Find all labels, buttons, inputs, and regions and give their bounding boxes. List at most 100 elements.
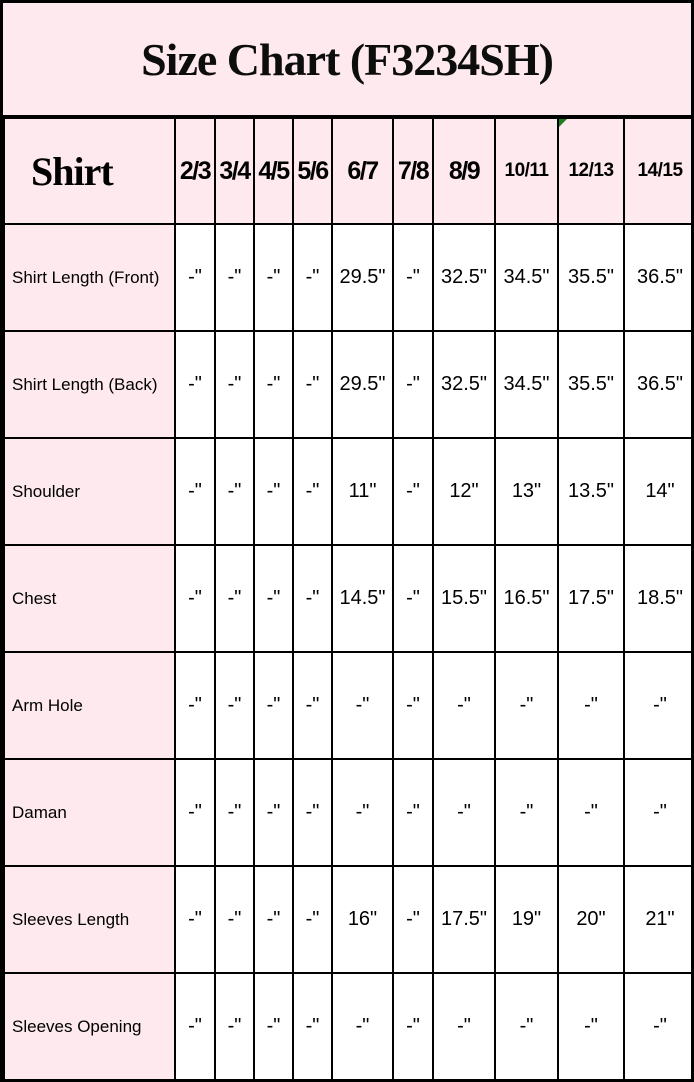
measurement-cell: -" (392, 330, 434, 439)
measurement-cell: -" (253, 651, 294, 760)
measurement-cell: -" (392, 223, 434, 332)
row-label: Daman (3, 758, 176, 867)
measurement-cell: -" (292, 651, 333, 760)
size-header-row: Shirt 2/3 3/4 4/5 5/6 6/7 7/8 8/9 10/11 12/13 14/… (3, 117, 691, 225)
measurement-cell: -" (331, 651, 394, 760)
table-row: Shoulder -" -" -" -" 11" -" 12" 13" 13.5" 14" (3, 437, 691, 546)
measurement-cell: 34.5" (494, 330, 559, 439)
table-row: Sleeves Opening -" -" -" -" -" -" -" -" -" -" (3, 972, 691, 1079)
measurement-cell: 17.5" (432, 865, 496, 974)
measurement-cell: -" (331, 972, 394, 1079)
measurement-cell: -" (292, 437, 333, 546)
measurement-cell: -" (292, 865, 333, 974)
corner-label: Shirt (3, 117, 176, 225)
measurement-cell: 29.5" (331, 330, 394, 439)
measurement-cell: 11" (331, 437, 394, 546)
measurement-cell: -" (174, 758, 216, 867)
measurement-cell: -" (432, 758, 496, 867)
measurement-cell: -" (331, 758, 394, 867)
table-row: Shirt Length (Front) -" -" -" -" 29.5" -" 32.5"… (3, 223, 691, 332)
measurement-cell: -" (432, 972, 496, 1079)
measurement-cell: -" (214, 330, 255, 439)
table-row: Chest -" -" -" -" 14.5" -" 15.5" 16.5" 17.5" 18.5" (3, 544, 691, 653)
row-label: Shoulder (3, 437, 176, 546)
measurement-cell: -" (557, 651, 625, 760)
measurement-cell: 21" (623, 865, 691, 974)
measurement-cell: 18.5" (623, 544, 691, 653)
measurement-cell: 19" (494, 865, 559, 974)
measurement-cell: -" (392, 758, 434, 867)
row-label: Chest (3, 544, 176, 653)
measurement-cell: -" (292, 544, 333, 653)
size-header-14-15: 14/15 (623, 117, 691, 225)
size-chart-table: Shirt 2/3 3/4 4/5 5/6 6/7 7/8 8/9 10/11 12/13 14/… (3, 117, 691, 1079)
measurement-cell: -" (253, 223, 294, 332)
size-header-8-9: 8/9 (432, 117, 496, 225)
measurement-cell: 34.5" (494, 223, 559, 332)
measurement-cell: 32.5" (432, 223, 496, 332)
measurement-cell: -" (214, 651, 255, 760)
measurement-cell: -" (174, 865, 216, 974)
row-label: Sleeves Opening (3, 972, 176, 1079)
measurement-cell: -" (292, 758, 333, 867)
table-row: Shirt Length (Back) -" -" -" -" 29.5" -" 32.5" 3… (3, 330, 691, 439)
measurement-cell: -" (214, 758, 255, 867)
measurement-cell: -" (174, 437, 216, 546)
measurement-cell: -" (392, 437, 434, 546)
measurement-cell: -" (253, 544, 294, 653)
measurement-cell: -" (253, 865, 294, 974)
table-row: Daman -" -" -" -" -" -" -" -" -" -" (3, 758, 691, 867)
measurement-cell: -" (557, 972, 625, 1079)
measurement-cell: -" (557, 758, 625, 867)
measurement-cell: 13" (494, 437, 559, 546)
measurement-cell: -" (292, 223, 333, 332)
measurement-cell: -" (494, 758, 559, 867)
measurement-cell: -" (432, 651, 496, 760)
measurement-cell: -" (623, 651, 691, 760)
page-title: Size Chart (F3234SH) (141, 33, 554, 85)
measurement-cell: 36.5" (623, 223, 691, 332)
measurement-cell: -" (623, 972, 691, 1079)
size-header-10-11: 10/11 (494, 117, 559, 225)
row-label: Sleeves Length (3, 865, 176, 974)
measurement-cell: -" (392, 544, 434, 653)
measurement-cell: -" (174, 651, 216, 760)
measurement-cell: -" (392, 972, 434, 1079)
table-body: Shirt Length (Front) -" -" -" -" 29.5" -" 32.5"… (3, 223, 691, 1079)
measurement-cell: -" (253, 972, 294, 1079)
measurement-cell: 36.5" (623, 330, 691, 439)
size-header-7-8: 7/8 (392, 117, 434, 225)
measurement-cell: 15.5" (432, 544, 496, 653)
measurement-cell: -" (392, 865, 434, 974)
measurement-cell: -" (623, 758, 691, 867)
measurement-cell: -" (494, 972, 559, 1079)
row-label: Shirt Length (Back) (3, 330, 176, 439)
measurement-cell: 12" (432, 437, 496, 546)
measurement-cell: 29.5" (331, 223, 394, 332)
size-header-5-6: 5/6 (292, 117, 333, 225)
measurement-cell: -" (174, 544, 216, 653)
measurement-cell: -" (214, 544, 255, 653)
measurement-cell: 14.5" (331, 544, 394, 653)
measurement-cell: -" (392, 651, 434, 760)
measurement-cell: 16.5" (494, 544, 559, 653)
row-label: Shirt Length (Front) (3, 223, 176, 332)
size-header-6-7: 6/7 (331, 117, 394, 225)
size-header-2-3: 2/3 (174, 117, 216, 225)
measurement-cell: -" (174, 330, 216, 439)
title-block: Size Chart (F3234SH) (3, 3, 691, 117)
measurement-cell: -" (214, 223, 255, 332)
measurement-cell: -" (214, 972, 255, 1079)
measurement-cell: 20" (557, 865, 625, 974)
table-row: Arm Hole -" -" -" -" -" -" -" -" -" -" (3, 651, 691, 760)
table-row: Sleeves Length -" -" -" -" 16" -" 17.5" 19" 20" 21… (3, 865, 691, 974)
measurement-cell: 14" (623, 437, 691, 546)
measurement-cell: -" (292, 330, 333, 439)
measurement-cell: -" (253, 330, 294, 439)
measurement-cell: 35.5" (557, 223, 625, 332)
measurement-cell: 13.5" (557, 437, 625, 546)
measurement-cell: 32.5" (432, 330, 496, 439)
measurement-cell: 35.5" (557, 330, 625, 439)
measurement-cell: -" (174, 972, 216, 1079)
